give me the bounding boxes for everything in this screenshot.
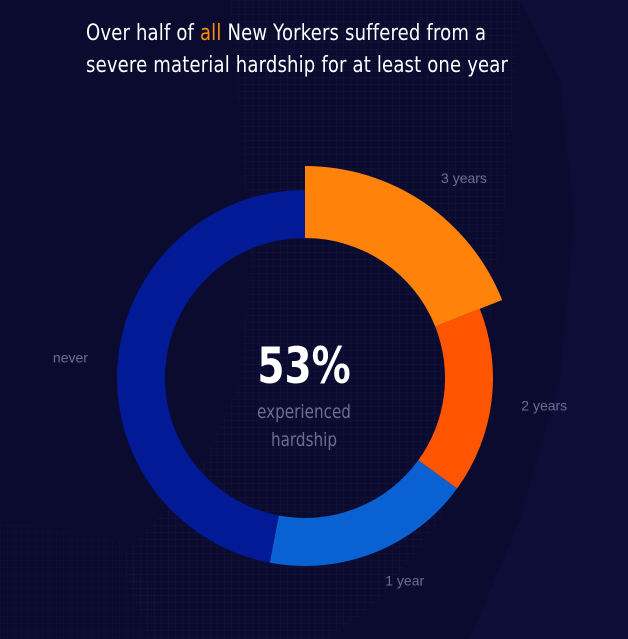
slice-3-years: [305, 166, 503, 327]
title-before: Over half of: [86, 21, 200, 46]
slice-never: [117, 190, 305, 563]
center-caption-line-2: hardship: [270, 429, 337, 451]
slice-label-2-years: 2 years: [521, 397, 567, 413]
title-highlight: all: [199, 21, 222, 46]
chart-title: Over half of all New Yorkers suffered fr…: [86, 18, 512, 82]
slice-label-3-years: 3 years: [441, 170, 487, 186]
slice-2-years: [418, 308, 494, 489]
title-after: New Yorkers suffered from a: [221, 21, 487, 46]
title-line-1: Over half of all New Yorkers suffered fr…: [86, 18, 512, 50]
center-caption-line-1: experienced: [257, 401, 351, 423]
slice-label-1-year: 1 year: [385, 573, 424, 589]
center-caption: experienced hardship: [232, 398, 376, 454]
title-line-2: severe material hardship for at least on…: [86, 53, 509, 78]
slice-1-year: [269, 460, 458, 566]
slice-label-never: never: [53, 349, 88, 365]
center-value: 53%: [257, 337, 351, 395]
